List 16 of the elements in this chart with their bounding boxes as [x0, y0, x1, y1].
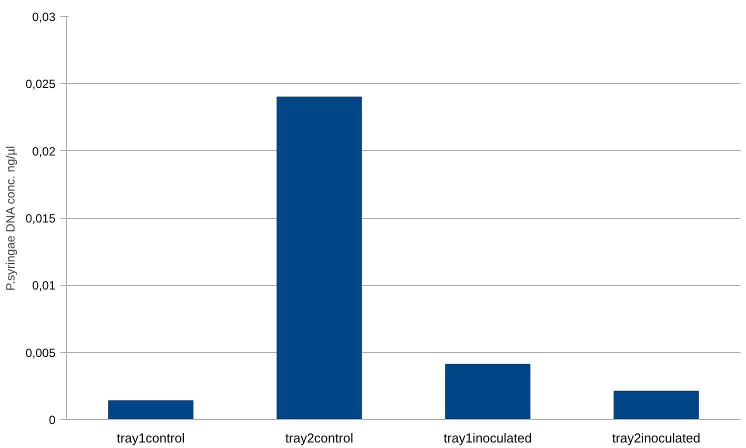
bar [276, 96, 362, 420]
x-tick-label: tray1control [116, 430, 185, 446]
y-tick-label: 0,005 [25, 346, 56, 360]
y-axis-title: P.syringae DNA conc. ng/µl [3, 146, 18, 291]
y-tick-label: 0,015 [25, 212, 56, 226]
y-tick-label: 0 [48, 413, 56, 427]
x-tick-label: tray2inoculated [612, 430, 700, 446]
x-tick-label: tray2control [285, 430, 354, 446]
x-tick-label: tray1inoculated [444, 430, 532, 446]
bar [108, 400, 194, 420]
y-tick-label: 0,01 [32, 278, 56, 293]
y-tick-label: 0,025 [25, 77, 56, 92]
bar [445, 364, 530, 420]
bar [614, 390, 699, 420]
y-tick-label: 0,03 [32, 10, 56, 24]
y-tick-label: 0,02 [32, 144, 56, 158]
